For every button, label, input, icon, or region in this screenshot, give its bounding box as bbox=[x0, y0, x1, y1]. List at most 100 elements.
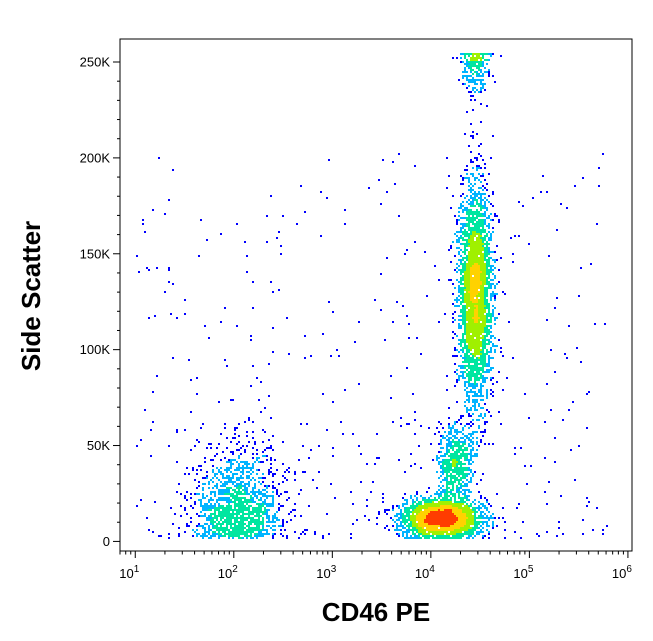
data-point bbox=[392, 321, 394, 323]
data-point bbox=[240, 505, 242, 507]
data-point bbox=[454, 421, 456, 423]
data-point bbox=[462, 373, 464, 375]
data-point bbox=[198, 499, 200, 501]
data-point bbox=[142, 223, 144, 225]
data-point bbox=[214, 455, 216, 457]
data-point bbox=[432, 535, 434, 537]
data-point bbox=[468, 65, 470, 67]
data-point bbox=[448, 509, 450, 511]
data-point bbox=[450, 437, 452, 439]
data-point bbox=[458, 475, 460, 477]
data-point bbox=[460, 243, 462, 245]
data-point bbox=[422, 527, 424, 529]
data-point bbox=[232, 523, 234, 525]
data-point bbox=[452, 485, 454, 487]
data-point bbox=[204, 515, 206, 517]
data-point bbox=[212, 469, 214, 471]
data-point bbox=[484, 59, 486, 61]
data-point bbox=[238, 499, 240, 501]
data-point bbox=[248, 531, 250, 533]
data-point bbox=[422, 535, 424, 537]
data-point bbox=[444, 469, 446, 471]
data-point bbox=[254, 511, 256, 513]
data-point bbox=[474, 99, 476, 101]
data-point bbox=[244, 489, 246, 491]
data-point bbox=[218, 531, 220, 533]
data-point bbox=[476, 259, 478, 261]
data-point bbox=[438, 421, 440, 423]
data-point bbox=[428, 487, 430, 489]
data-point bbox=[470, 307, 472, 309]
data-point bbox=[270, 447, 272, 449]
data-point bbox=[444, 515, 446, 517]
data-point bbox=[536, 533, 538, 535]
data-point bbox=[490, 279, 492, 281]
data-point bbox=[496, 345, 498, 347]
data-point bbox=[478, 427, 480, 429]
data-point bbox=[434, 503, 436, 505]
data-point bbox=[476, 303, 478, 305]
data-point bbox=[494, 287, 496, 289]
data-point bbox=[462, 205, 464, 207]
data-point bbox=[472, 529, 474, 531]
data-point bbox=[462, 83, 464, 85]
data-point bbox=[252, 493, 254, 495]
data-point bbox=[206, 517, 208, 519]
data-point bbox=[210, 519, 212, 521]
data-point bbox=[476, 285, 478, 287]
data-point bbox=[438, 489, 440, 491]
data-point bbox=[250, 491, 252, 493]
data-point bbox=[272, 525, 274, 527]
data-point bbox=[466, 455, 468, 457]
data-point bbox=[472, 527, 474, 529]
data-point bbox=[460, 273, 462, 275]
data-point bbox=[468, 253, 470, 255]
data-point bbox=[494, 307, 496, 309]
data-point bbox=[470, 269, 472, 271]
data-point bbox=[492, 383, 494, 385]
data-point bbox=[240, 467, 242, 469]
data-point bbox=[470, 235, 472, 237]
data-point bbox=[216, 517, 218, 519]
data-point bbox=[470, 335, 472, 337]
data-point bbox=[480, 293, 482, 295]
data-point bbox=[248, 471, 250, 473]
data-point bbox=[208, 443, 210, 445]
data-point bbox=[224, 489, 226, 491]
data-point bbox=[462, 239, 464, 241]
data-point bbox=[276, 469, 278, 471]
data-point bbox=[436, 455, 438, 457]
data-point bbox=[486, 325, 488, 327]
data-point bbox=[396, 505, 398, 507]
data-point bbox=[454, 513, 456, 515]
data-point bbox=[466, 435, 468, 437]
data-point bbox=[482, 345, 484, 347]
data-point bbox=[470, 65, 472, 67]
data-point bbox=[452, 531, 454, 533]
data-point bbox=[262, 535, 264, 537]
data-point bbox=[470, 513, 472, 515]
data-point bbox=[482, 417, 484, 419]
data-point bbox=[476, 357, 478, 359]
data-point bbox=[466, 223, 468, 225]
data-point bbox=[200, 511, 202, 513]
data-point bbox=[474, 299, 476, 301]
data-point bbox=[448, 483, 450, 485]
data-point bbox=[472, 449, 474, 451]
data-point bbox=[462, 61, 464, 63]
data-point bbox=[470, 75, 472, 77]
data-point bbox=[156, 375, 158, 377]
data-point bbox=[476, 297, 478, 299]
data-point bbox=[418, 535, 420, 537]
data-point bbox=[434, 507, 436, 509]
data-point bbox=[482, 323, 484, 325]
data-point bbox=[240, 523, 242, 525]
data-point bbox=[466, 265, 468, 267]
data-point bbox=[224, 519, 226, 521]
data-point bbox=[490, 157, 492, 159]
data-point bbox=[472, 501, 474, 503]
data-point bbox=[456, 489, 458, 491]
data-point bbox=[470, 183, 472, 185]
data-point bbox=[226, 499, 228, 501]
data-point bbox=[546, 319, 548, 321]
